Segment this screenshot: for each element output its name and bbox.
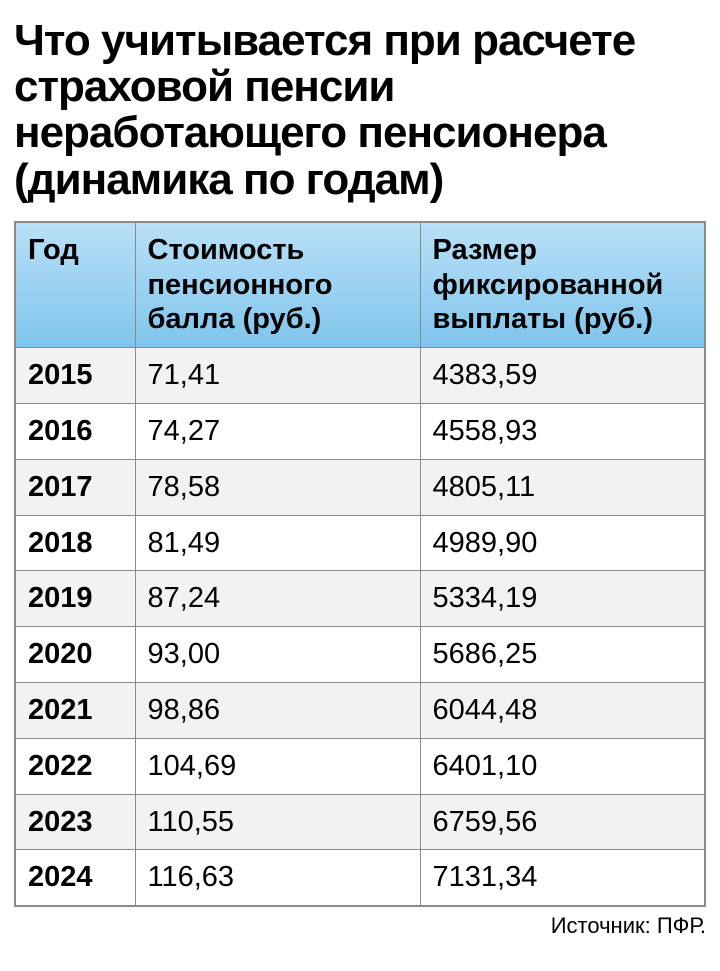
cell-point-value: 104,69	[135, 738, 420, 794]
cell-year: 2023	[15, 794, 135, 850]
cell-point-value: 71,41	[135, 348, 420, 404]
cell-fixed-payment: 4383,59	[420, 348, 705, 404]
table-row: 202093,005686,25	[15, 627, 705, 683]
source-text: Источник: ПФР.	[14, 913, 706, 939]
table-row: 2024116,637131,34	[15, 850, 705, 906]
cell-point-value: 87,24	[135, 571, 420, 627]
col-header-fixed-payment: Размер фиксированной выплаты (руб.)	[420, 222, 705, 348]
table-row: 2022104,696401,10	[15, 738, 705, 794]
cell-fixed-payment: 6759,56	[420, 794, 705, 850]
cell-fixed-payment: 4805,11	[420, 459, 705, 515]
cell-year: 2021	[15, 682, 135, 738]
cell-fixed-payment: 6401,10	[420, 738, 705, 794]
cell-fixed-payment: 6044,48	[420, 682, 705, 738]
cell-year: 2016	[15, 403, 135, 459]
cell-fixed-payment: 5334,19	[420, 571, 705, 627]
cell-point-value: 74,27	[135, 403, 420, 459]
cell-point-value: 116,63	[135, 850, 420, 906]
table-row: 201881,494989,90	[15, 515, 705, 571]
page-title: Что учитывается при расчете страховой пе…	[14, 18, 706, 203]
cell-fixed-payment: 5686,25	[420, 627, 705, 683]
cell-year: 2015	[15, 348, 135, 404]
cell-point-value: 81,49	[135, 515, 420, 571]
cell-year: 2018	[15, 515, 135, 571]
table-header-row: Год Стоимость пенсионного балла (руб.) Р…	[15, 222, 705, 348]
cell-year: 2024	[15, 850, 135, 906]
table-row: 202198,866044,48	[15, 682, 705, 738]
table-row: 201674,274558,93	[15, 403, 705, 459]
pension-table: Год Стоимость пенсионного балла (руб.) Р…	[14, 221, 706, 907]
col-header-year: Год	[15, 222, 135, 348]
table-row: 2023110,556759,56	[15, 794, 705, 850]
cell-fixed-payment: 4989,90	[420, 515, 705, 571]
col-header-point-value: Стоимость пенсионного балла (руб.)	[135, 222, 420, 348]
cell-point-value: 110,55	[135, 794, 420, 850]
cell-year: 2019	[15, 571, 135, 627]
table-row: 201987,245334,19	[15, 571, 705, 627]
cell-fixed-payment: 4558,93	[420, 403, 705, 459]
table-row: 201778,584805,11	[15, 459, 705, 515]
cell-fixed-payment: 7131,34	[420, 850, 705, 906]
cell-year: 2022	[15, 738, 135, 794]
cell-point-value: 93,00	[135, 627, 420, 683]
cell-year: 2020	[15, 627, 135, 683]
cell-point-value: 98,86	[135, 682, 420, 738]
cell-point-value: 78,58	[135, 459, 420, 515]
table-row: 201571,414383,59	[15, 348, 705, 404]
cell-year: 2017	[15, 459, 135, 515]
